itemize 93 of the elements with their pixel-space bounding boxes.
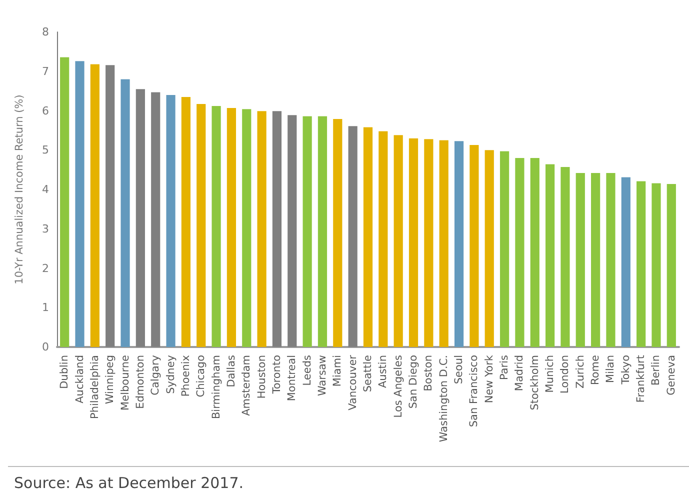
x-tick-label: Winnipeg <box>104 355 116 404</box>
bar <box>576 172 585 347</box>
source-note: Source: As at December 2017. <box>14 474 244 492</box>
bar <box>288 115 297 347</box>
x-tick-label: Washington D.C. <box>438 355 450 442</box>
bar <box>242 109 252 347</box>
bar <box>181 96 190 347</box>
x-tick-label: Vancouver <box>346 354 359 410</box>
x-tick-label: Montreal <box>286 355 298 402</box>
x-tick-label: Edmonton <box>134 355 146 409</box>
bar <box>348 126 358 347</box>
bar <box>454 141 464 347</box>
y-tick-label: 4 <box>42 183 49 196</box>
x-tick-label: Rome <box>590 355 602 385</box>
bar <box>394 135 403 347</box>
bar <box>546 164 555 347</box>
bar <box>500 151 510 347</box>
x-tick-label: Los Angeles <box>392 355 404 418</box>
bar <box>636 181 646 347</box>
bar <box>106 65 115 347</box>
x-tick-label: Stockholm <box>528 355 541 410</box>
bar <box>363 127 373 347</box>
x-tick-label: Austin <box>377 355 390 388</box>
bar <box>530 158 540 347</box>
x-tick-label: Frankfurt <box>635 355 648 403</box>
bar <box>151 92 160 347</box>
bar <box>60 57 70 347</box>
x-tick-label: Berlin <box>650 355 662 386</box>
bar <box>272 111 282 347</box>
x-tick-label: Milan <box>604 355 617 383</box>
x-tick-label: Amsterdam <box>240 355 253 416</box>
bar <box>120 79 130 347</box>
bar <box>257 111 266 347</box>
bar <box>652 183 661 347</box>
y-tick-label: 2 <box>42 262 49 275</box>
x-tick-label: Paris <box>498 355 511 380</box>
x-tick-label: Madrid <box>514 355 526 392</box>
x-tick-label: Melbourne <box>119 355 132 410</box>
x-tick-label: Auckland <box>74 355 86 404</box>
bar <box>439 140 448 347</box>
y-tick-label: 3 <box>42 222 49 236</box>
bar <box>484 150 494 347</box>
x-tick-label: Toronto <box>270 355 283 395</box>
y-tick-label: 6 <box>42 104 49 118</box>
bar <box>606 172 616 347</box>
x-tick-label: San Francisco <box>468 355 480 428</box>
y-tick-label: 0 <box>42 340 49 354</box>
x-tick-label: Tokyo <box>620 355 632 386</box>
bar <box>90 64 100 347</box>
bar <box>196 104 206 347</box>
x-tick-label: Munich <box>544 355 556 393</box>
x-tick-label: New York <box>483 354 496 404</box>
bar <box>408 138 418 347</box>
x-tick-label: Houston <box>256 355 268 399</box>
x-tick-label: Dublin <box>58 355 71 389</box>
x-tick-label: San Diego <box>408 355 420 409</box>
x-tick-label: Leeds <box>301 355 314 386</box>
y-tick-label: 7 <box>42 64 49 78</box>
bar <box>424 139 434 347</box>
x-tick-label: Warsaw <box>316 354 328 396</box>
x-tick-label: Birmingham <box>210 355 222 420</box>
bar <box>666 184 676 347</box>
bar <box>621 177 630 347</box>
bar <box>166 95 176 347</box>
y-tick-label: 1 <box>42 301 49 314</box>
x-tick-label: Seoul <box>453 355 466 384</box>
x-tick-label: Chicago <box>195 355 208 398</box>
x-tick-label: Philadelphia <box>88 355 101 419</box>
bar <box>560 167 570 347</box>
x-tick-label: Dallas <box>225 355 238 388</box>
x-tick-label: Zurich <box>574 355 586 389</box>
bar <box>470 145 479 347</box>
bar <box>378 131 388 347</box>
bar <box>333 119 342 347</box>
bar <box>226 108 236 347</box>
bar <box>591 172 600 347</box>
bar <box>75 61 84 347</box>
bar <box>136 89 145 347</box>
x-tick-label: Geneva <box>665 355 678 396</box>
y-axis-title: 10-Yr Annualized Income Return (%) <box>14 94 26 284</box>
y-tick-label: 8 <box>42 26 49 38</box>
x-tick-label: Miami <box>332 355 344 387</box>
bar <box>302 116 312 347</box>
bar <box>515 158 524 347</box>
x-tick-label: Phoenix <box>180 355 192 397</box>
x-tick-label: Calgary <box>150 355 162 396</box>
bar <box>318 116 328 347</box>
x-tick-label: Seattle <box>362 355 374 392</box>
y-tick-label: 5 <box>42 144 49 157</box>
bar <box>212 106 221 347</box>
x-tick-label: Sydney <box>164 355 177 394</box>
x-tick-label: London <box>559 355 572 394</box>
x-tick-label: Boston <box>422 355 435 392</box>
